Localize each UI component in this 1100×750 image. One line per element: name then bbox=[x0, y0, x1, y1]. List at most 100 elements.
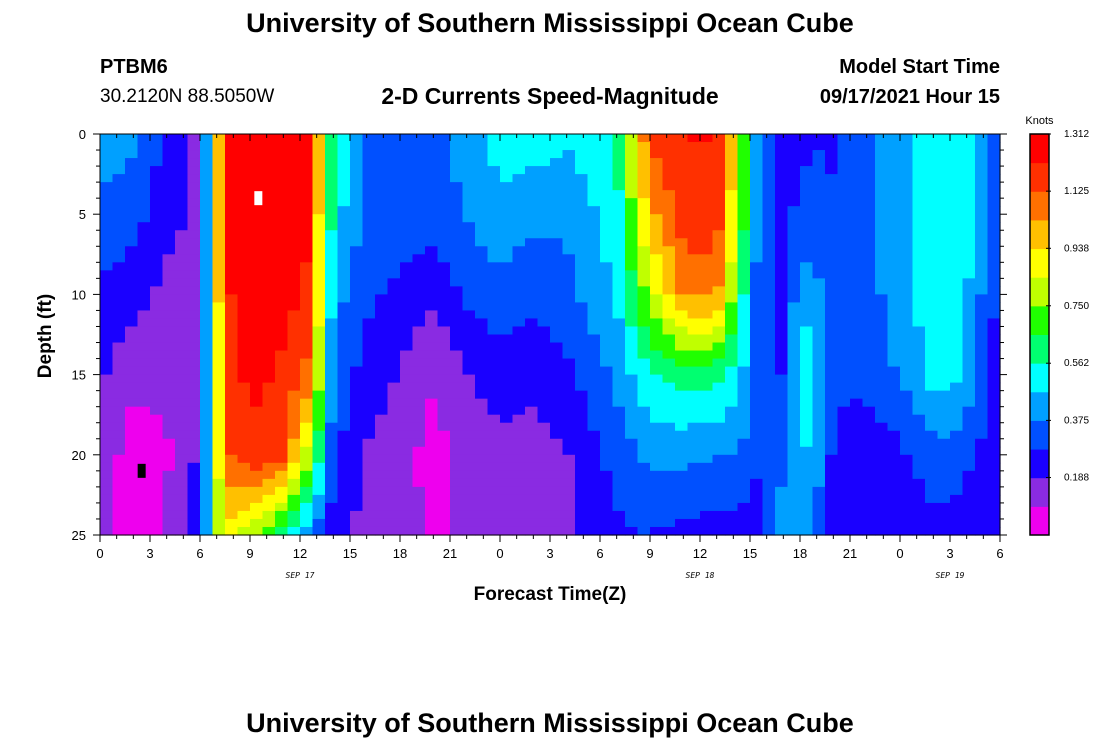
heatmap-cell bbox=[862, 278, 876, 287]
heatmap-cell bbox=[225, 286, 239, 295]
heatmap-cell bbox=[850, 422, 864, 432]
heatmap-cell bbox=[975, 134, 989, 143]
heatmap-cell bbox=[212, 222, 226, 231]
heatmap-cell bbox=[100, 438, 114, 448]
heatmap-cell bbox=[625, 294, 639, 304]
heatmap-cell bbox=[575, 454, 589, 464]
heatmap-cell bbox=[900, 350, 914, 360]
heatmap-cell bbox=[350, 302, 364, 312]
heatmap-cell bbox=[162, 358, 176, 368]
heatmap-cell bbox=[837, 414, 851, 424]
heatmap-cell bbox=[975, 406, 989, 416]
heatmap-cell bbox=[112, 414, 126, 424]
heatmap-cell bbox=[187, 438, 201, 448]
heatmap-cell bbox=[837, 502, 851, 512]
heatmap-cell bbox=[162, 254, 176, 263]
heatmap-cell bbox=[800, 174, 814, 183]
heatmap-cell bbox=[787, 286, 801, 295]
heatmap-cell bbox=[962, 150, 976, 159]
heatmap-cell bbox=[600, 206, 614, 215]
heatmap-cell bbox=[387, 246, 401, 255]
heatmap-cell bbox=[537, 318, 551, 328]
heatmap-cell bbox=[925, 222, 939, 231]
heatmap-cell bbox=[912, 246, 926, 255]
heatmap-cell bbox=[237, 510, 251, 520]
heatmap-cell bbox=[912, 230, 926, 239]
heatmap-cell bbox=[987, 462, 1001, 472]
heatmap-cell bbox=[125, 246, 139, 255]
heatmap-cell bbox=[312, 182, 326, 191]
heatmap-cell bbox=[550, 318, 564, 328]
heatmap-cell bbox=[337, 342, 351, 352]
heatmap-cell bbox=[412, 286, 426, 295]
heatmap-cell bbox=[137, 270, 151, 279]
heatmap-cell bbox=[662, 414, 676, 424]
heatmap-cell bbox=[412, 462, 426, 472]
heatmap-cell bbox=[737, 486, 751, 496]
heatmap-cell bbox=[987, 398, 1001, 408]
heatmap-cell bbox=[537, 486, 551, 496]
heatmap-cell bbox=[762, 358, 776, 368]
heatmap-cell bbox=[512, 518, 526, 528]
heatmap-cell bbox=[412, 350, 426, 360]
heatmap-cell bbox=[562, 494, 576, 504]
heatmap-cell bbox=[175, 286, 189, 295]
heatmap-cell bbox=[925, 270, 939, 279]
heatmap-cell bbox=[162, 294, 176, 304]
heatmap-cell bbox=[762, 286, 776, 295]
colorbar-segment bbox=[1030, 305, 1049, 335]
heatmap-cell bbox=[237, 198, 251, 207]
heatmap-cell bbox=[525, 326, 539, 336]
heatmap-cell bbox=[862, 510, 876, 520]
x-tick-label: 6 bbox=[996, 546, 1003, 561]
heatmap-cell bbox=[325, 190, 339, 199]
heatmap-cell bbox=[787, 366, 801, 376]
day-label: SEP 17 bbox=[286, 571, 315, 580]
heatmap-cell bbox=[875, 366, 889, 376]
heatmap-cell bbox=[662, 494, 676, 504]
heatmap-cell bbox=[475, 478, 489, 488]
heatmap-cell bbox=[112, 150, 126, 159]
heatmap-cell bbox=[425, 182, 439, 191]
heatmap-cell bbox=[600, 422, 614, 432]
heatmap-cell bbox=[637, 302, 651, 312]
heatmap-cell bbox=[862, 486, 876, 496]
heatmap-cell bbox=[862, 454, 876, 464]
heatmap-cell bbox=[962, 342, 976, 352]
heatmap-cell bbox=[637, 286, 651, 295]
heatmap-cell bbox=[100, 174, 114, 183]
heatmap-cell bbox=[450, 430, 464, 440]
heatmap-cell bbox=[212, 214, 226, 223]
heatmap-cell bbox=[987, 286, 1001, 295]
heatmap-cell bbox=[875, 446, 889, 456]
heatmap-cell bbox=[112, 406, 126, 416]
heatmap-cell bbox=[637, 518, 651, 528]
x-tick-label: 0 bbox=[896, 546, 903, 561]
heatmap-cell bbox=[812, 414, 826, 424]
heatmap-cell bbox=[212, 230, 226, 239]
heatmap-cell bbox=[737, 406, 751, 416]
heatmap-cell bbox=[675, 366, 689, 376]
heatmap-cell bbox=[400, 238, 414, 247]
heatmap-cell bbox=[400, 518, 414, 528]
heatmap-cell bbox=[312, 134, 326, 143]
heatmap-cell bbox=[625, 462, 639, 472]
heatmap-cell bbox=[487, 222, 501, 231]
heatmap-cell bbox=[575, 342, 589, 352]
heatmap-cell bbox=[825, 342, 839, 352]
heatmap-cell bbox=[825, 334, 839, 344]
heatmap-cell bbox=[150, 182, 164, 191]
heatmap-cell bbox=[337, 422, 351, 432]
heatmap-cell bbox=[100, 398, 114, 408]
heatmap-cell bbox=[987, 198, 1001, 207]
heatmap-cell bbox=[812, 358, 826, 368]
heatmap-cell bbox=[762, 350, 776, 360]
heatmap-cell bbox=[312, 454, 326, 464]
heatmap-cell bbox=[425, 446, 439, 456]
heatmap-cell bbox=[437, 310, 451, 320]
heatmap-cell bbox=[900, 422, 914, 432]
heatmap-cell bbox=[962, 374, 976, 384]
heatmap-cell bbox=[737, 430, 751, 440]
heatmap-cell bbox=[662, 270, 676, 279]
heatmap-cell bbox=[775, 526, 789, 536]
